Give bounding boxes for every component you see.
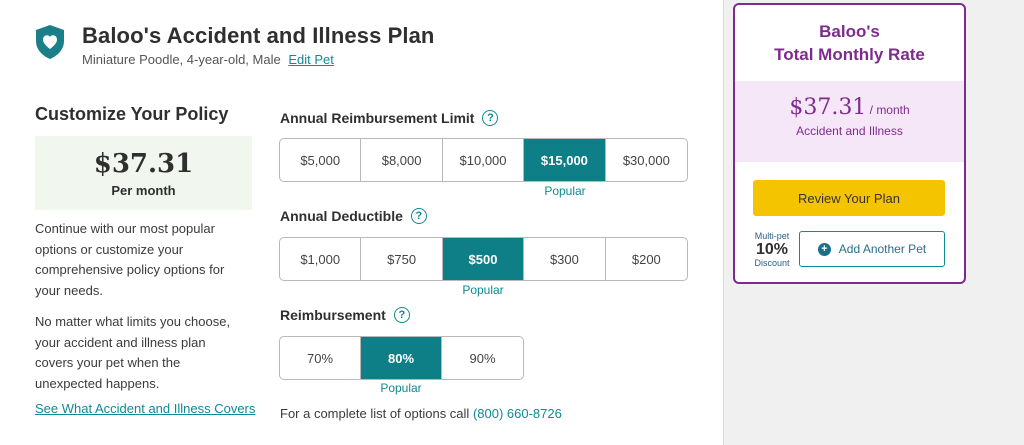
plan-title: Baloo's Accident and Illness Plan — [82, 23, 435, 48]
multi-pet-discount: Multi-pet 10% Discount — [750, 231, 794, 268]
deductible-selector: $1,000 $750 $500 $300 $200 — [279, 237, 688, 281]
limit-option-selected[interactable]: $15,000 — [524, 139, 606, 181]
main-card: Baloo's Accident and Illness Plan Miniat… — [0, 0, 724, 445]
reimbursement-option[interactable]: 90% — [469, 350, 496, 366]
call-note: For a complete list of options call (800… — [280, 406, 562, 421]
monthly-price: $37.31 — [93, 149, 194, 179]
deductible-option[interactable]: $300 — [524, 238, 606, 280]
coverage-type: Accident and Illness — [796, 124, 903, 138]
see-covers-link[interactable]: See What Accident and Illness Covers — [35, 401, 256, 416]
deductible-label: Annual Deductible ? — [280, 208, 427, 224]
rate-amount-line: $37.31 / month — [735, 95, 964, 120]
limit-option[interactable]: $30,000 — [622, 152, 670, 168]
help-icon[interactable]: ? — [393, 307, 410, 323]
plan-subtitle: Miniature Poodle, 4-year-old, Male Edit … — [82, 52, 434, 67]
review-plan-button[interactable]: Review Your Plan — [753, 180, 945, 216]
plan-header: Baloo's Accident and Illness Plan Miniat… — [34, 22, 434, 67]
add-another-pet-button[interactable]: + Add Another Pet — [799, 231, 945, 267]
monthly-rate-card: Baloo's Total Monthly Rate $37.31 / mont… — [733, 3, 966, 284]
limit-option[interactable]: $5,000 — [280, 139, 362, 181]
reimbursement-selector: 70% 80% 90% — [279, 336, 524, 380]
plus-circle-icon: + — [817, 242, 831, 256]
call-note-text: For a complete list of options call — [280, 406, 470, 421]
description-coverage: No matter what limits you choose, your a… — [35, 314, 231, 391]
deductible-option[interactable]: $200 — [631, 251, 661, 267]
description-popular: Continue with our most popular options o… — [35, 221, 225, 298]
rate-card-title-line1: Baloo's — [819, 22, 880, 41]
deductible-popular-label: Popular — [462, 283, 504, 297]
limit-label: Annual Reimbursement Limit ? — [280, 110, 499, 126]
reimbursement-label-text: Reimbursement — [280, 307, 386, 323]
limit-option[interactable]: $10,000 — [443, 139, 525, 181]
rate-card-title: Baloo's Total Monthly Rate — [735, 20, 964, 66]
reimbursement-option-selected[interactable]: 80% — [361, 337, 442, 379]
limit-popular-label: Popular — [544, 184, 586, 198]
limit-label-text: Annual Reimbursement Limit — [280, 110, 475, 126]
deductible-option-selected[interactable]: $500 — [442, 238, 525, 280]
edit-pet-link[interactable]: Edit Pet — [288, 52, 334, 67]
monthly-price-box: $37.31 Per month — [35, 136, 252, 210]
help-icon[interactable]: ? — [482, 110, 499, 126]
per-month-label: Per month — [111, 183, 176, 198]
reimbursement-label: Reimbursement ? — [280, 307, 410, 323]
rate-summary: $37.31 / month Accident and Illness — [735, 81, 964, 162]
deductible-option[interactable]: $1,000 — [280, 238, 362, 280]
multi-pet-label: Multi-pet — [754, 231, 790, 241]
pet-details: Miniature Poodle, 4-year-old, Male — [82, 52, 281, 67]
add-pet-label: Add Another Pet — [838, 242, 927, 256]
discount-label: Discount — [754, 258, 790, 268]
customize-title: Customize Your Policy — [35, 104, 229, 124]
limit-option[interactable]: $8,000 — [361, 139, 443, 181]
help-icon[interactable]: ? — [410, 208, 427, 224]
deductible-option[interactable]: $750 — [361, 238, 443, 280]
plan-title-wrap: Baloo's Accident and Illness Plan Miniat… — [82, 22, 434, 67]
limit-selector: $5,000 $8,000 $10,000 $15,000 $30,000 — [279, 138, 688, 182]
reimbursement-popular-label: Popular — [380, 381, 422, 395]
rate-unit: / month — [866, 103, 910, 117]
phone-link[interactable]: (800) 660-8726 — [472, 406, 562, 421]
deductible-label-text: Annual Deductible — [280, 208, 403, 224]
shield-heart-icon — [34, 22, 66, 65]
rate-amount: $37.31 — [789, 95, 867, 120]
rate-card-title-line2: Total Monthly Rate — [774, 45, 925, 64]
multi-pet-percent: 10% — [755, 241, 789, 258]
reimbursement-option[interactable]: 70% — [280, 337, 361, 379]
